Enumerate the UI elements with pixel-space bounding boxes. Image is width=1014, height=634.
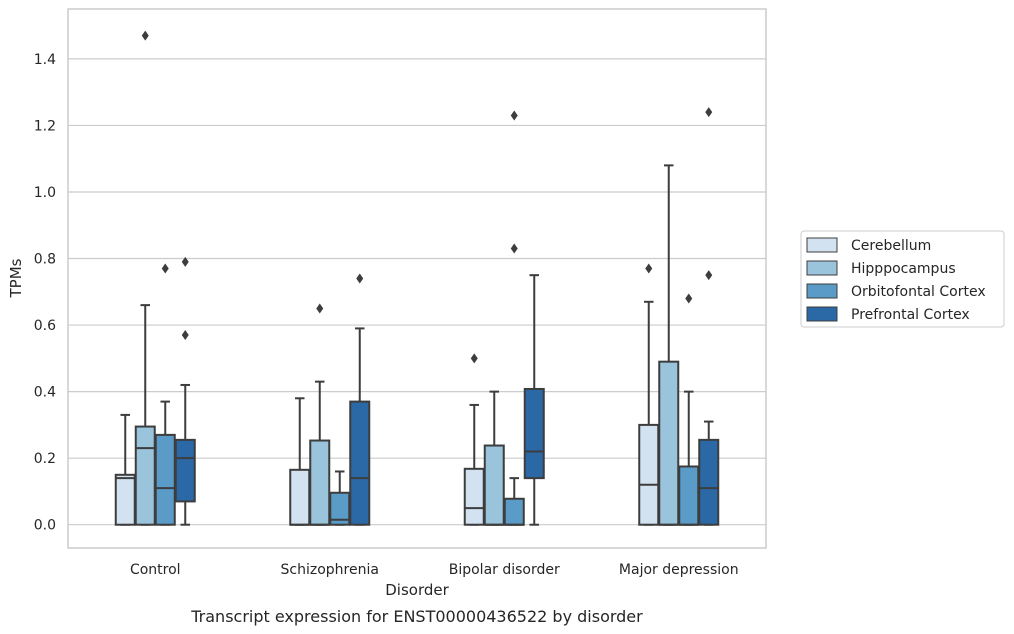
outlier-point (181, 256, 189, 267)
box-1-3 (658, 164, 680, 526)
box-2-0 (154, 263, 176, 526)
y-tick-label: 0.0 (34, 518, 56, 534)
box-iqr (523, 387, 545, 480)
box-iqr (114, 473, 136, 526)
box-2-1 (329, 470, 351, 526)
box-iqr (678, 465, 700, 526)
legend-label: Hipppocampus (851, 261, 956, 277)
x-tick-label: Major depression (619, 562, 739, 578)
outlier-point (316, 303, 324, 314)
outlier-point (685, 293, 693, 304)
box-iqr (174, 438, 196, 503)
boxes-layer (114, 30, 720, 526)
x-axis-title: Disorder (385, 581, 449, 599)
box-iqr (483, 444, 505, 526)
box-iqr (289, 468, 311, 526)
box-3-1 (349, 273, 371, 526)
box-3-3 (698, 107, 720, 526)
outlier-point (356, 273, 364, 284)
box-0-1 (289, 397, 311, 526)
outlier-point (181, 330, 189, 341)
y-tick-label: 1.4 (34, 52, 56, 68)
outlier-point (161, 263, 169, 274)
legend-swatch (806, 306, 838, 322)
box-iqr (503, 497, 525, 526)
figure-caption: Transcript expression for ENST0000043652… (190, 607, 643, 626)
y-tick-label: 0.4 (34, 385, 56, 401)
legend-label: Cerebellum (851, 238, 931, 254)
y-tick-labels: 0.0 0.2 0.4 0.6 0.8 1.0 1.2 1.4 (34, 52, 56, 534)
box-1-1 (309, 303, 331, 526)
box-1-2 (483, 390, 505, 526)
y-tick-label: 0.6 (34, 318, 56, 334)
box-2-2 (503, 110, 525, 526)
box-3-0 (174, 256, 196, 526)
box-iqr (638, 423, 660, 526)
box-iqr (463, 467, 485, 526)
y-tick-label: 1.0 (34, 185, 56, 201)
y-tick-label: 1.2 (34, 118, 56, 134)
box-iqr (154, 433, 176, 526)
legend-swatch (806, 283, 838, 299)
y-axis-title: TPMs (7, 258, 25, 298)
outlier-point (510, 243, 518, 254)
outlier-point (510, 110, 518, 121)
plot-area-frame (67, 8, 767, 549)
legend-label: Prefrontal Cortex (851, 307, 970, 323)
box-iqr (309, 439, 331, 526)
box-iqr (698, 438, 720, 526)
y-tick-label: 0.2 (34, 451, 56, 467)
legend: Cerebellum Hipppocampus Orbitofontal Corte… (800, 230, 1005, 328)
box-0-2 (463, 353, 485, 526)
box-1-0 (134, 30, 156, 526)
box-3-2 (523, 274, 545, 526)
legend-label: Orbitofontal Cortex (851, 284, 986, 300)
box-2-3 (678, 293, 700, 526)
legend-swatch (806, 237, 838, 253)
legend-frame (800, 230, 1005, 328)
outlier-point (470, 353, 478, 364)
box-iqr (349, 400, 371, 526)
outlier-point (705, 107, 713, 118)
x-tick-label: Bipolar disorder (449, 562, 560, 578)
x-tick-label: Control (130, 562, 181, 578)
outlier-point (141, 30, 149, 41)
outlier-point (705, 270, 713, 281)
box-iqr (134, 425, 156, 526)
box-0-0 (114, 413, 136, 526)
x-tick-label: Schizophrenia (281, 562, 379, 578)
x-tick-labels: Control Schizophrenia Bipolar disorder Majo… (130, 562, 739, 578)
y-tick-label: 0.8 (34, 252, 56, 268)
legend-swatch (806, 260, 838, 276)
box-0-3 (638, 263, 660, 526)
box-iqr (658, 360, 680, 526)
outlier-point (645, 263, 653, 274)
